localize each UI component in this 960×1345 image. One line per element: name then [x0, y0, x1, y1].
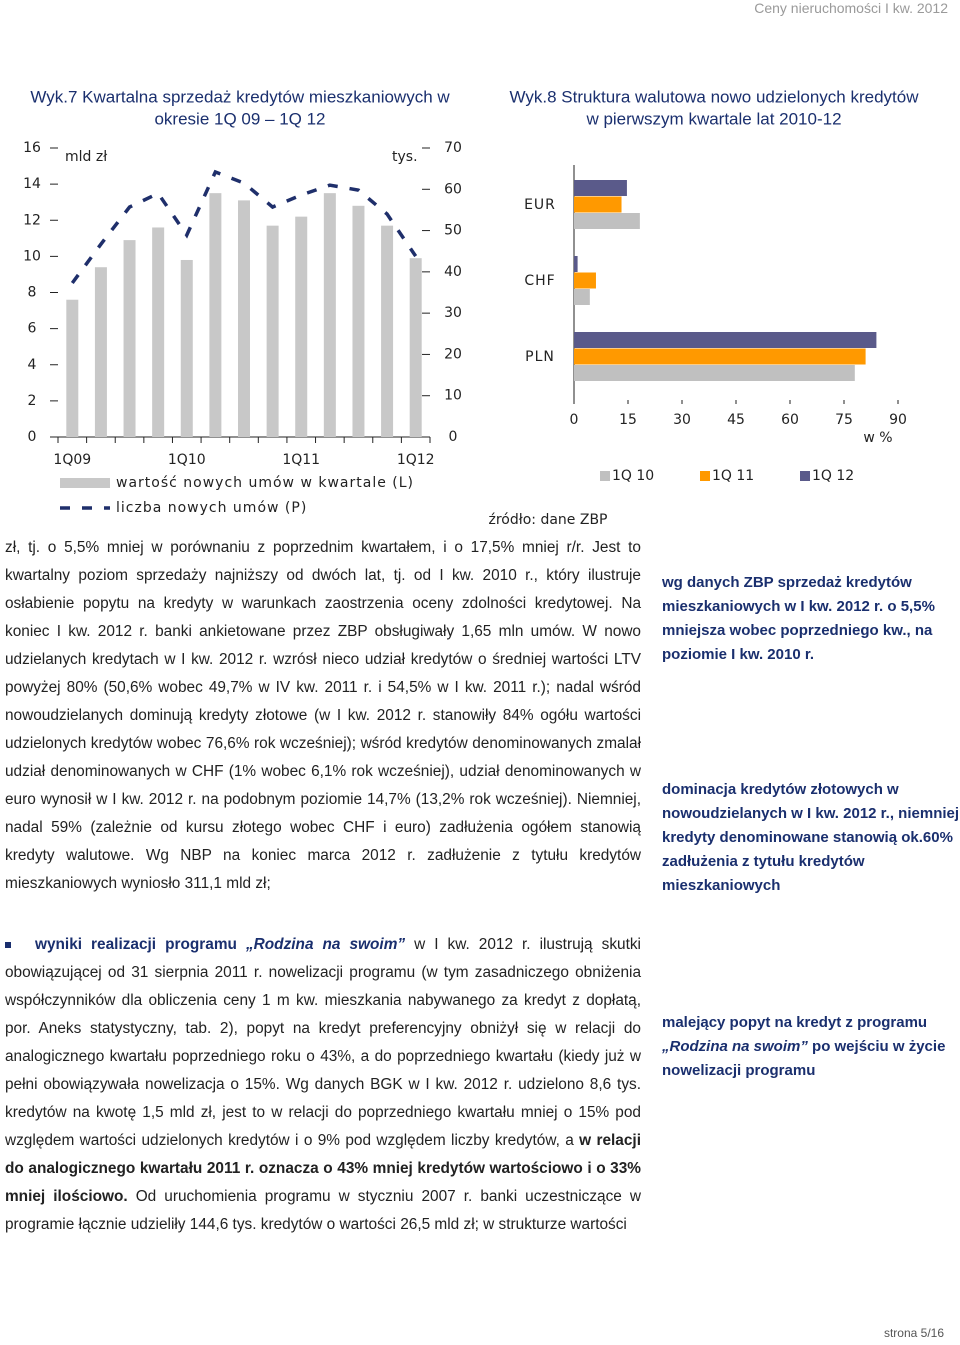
bar — [94, 267, 107, 437]
legend-label: 1Q 10 — [612, 468, 654, 484]
bar — [381, 225, 394, 437]
chart-title: Wyk.7 Kwartalna sprzedaż kredytów mieszk… — [30, 87, 450, 106]
text: po wejściu w życie nowelizacji programu — [662, 1038, 946, 1079]
bar — [295, 216, 308, 437]
bar — [180, 259, 193, 437]
y2-tick-label: 70 — [444, 140, 462, 156]
y2-tick-label: 60 — [444, 181, 462, 197]
charts: Wyk.7 Kwartalna sprzedaż kredytów mieszk… — [23, 87, 920, 528]
bar — [123, 240, 136, 437]
x-tick-label: 1Q10 — [168, 452, 206, 468]
text-bold: wyniki realizacji programu — [35, 936, 246, 953]
legend-swatch — [800, 471, 810, 481]
bar — [238, 200, 250, 437]
legend-swatch — [60, 478, 110, 488]
x-axis-label: w % — [863, 430, 892, 446]
y-tick-label: 12 — [23, 212, 41, 228]
chart-title: w pierwszym kwartale lat 2010-12 — [585, 109, 841, 128]
bullet — [5, 942, 11, 948]
bar — [266, 225, 279, 437]
x-tick-label: 90 — [889, 412, 907, 428]
x-tick-label: 1Q12 — [397, 452, 435, 468]
y-tick-label: EUR — [524, 197, 556, 213]
x-tick-label: 15 — [619, 412, 637, 428]
bar — [574, 180, 627, 196]
y-tick-label: 0 — [28, 429, 37, 445]
line — [70, 169, 418, 285]
bar — [574, 213, 640, 229]
y-tick-label: CHF — [524, 273, 555, 289]
bar — [574, 348, 866, 365]
y-tick-label: 16 — [23, 140, 41, 156]
y2-tick-label: 50 — [444, 223, 462, 239]
y-axis-label: mld zł — [65, 149, 107, 165]
y-tick-label: PLN — [525, 349, 555, 365]
bar — [574, 256, 578, 272]
chart-source: źródło: dane ZBP — [489, 512, 608, 528]
y-tick-label: 4 — [28, 357, 37, 373]
paragraph: wyniki realizacji programu „Rodzina na s… — [5, 931, 641, 1239]
bar — [323, 193, 336, 437]
legend-swatch — [700, 471, 710, 481]
text: Od uruchomienia programu w styczniu 2007… — [5, 1188, 641, 1233]
x-tick-label: 45 — [727, 412, 745, 428]
bar — [209, 193, 222, 437]
bar — [574, 272, 596, 289]
bar — [409, 258, 422, 437]
chart-title: okresie 1Q 09 – 1Q 12 — [154, 109, 325, 128]
bar — [574, 332, 877, 348]
page-footer: strona 5/16 — [883, 1326, 944, 1340]
y-tick-label: 10 — [23, 248, 41, 264]
y2-tick-label: 20 — [444, 346, 462, 362]
x-tick-label: 60 — [781, 412, 799, 428]
y2-tick-label: 0 — [449, 429, 458, 445]
x-tick-label: 75 — [835, 412, 853, 428]
bar — [152, 227, 165, 437]
x-tick-label: 1Q11 — [282, 452, 320, 468]
y2-tick-label: 30 — [444, 305, 462, 321]
legend-label: wartość nowych umów w kwartale (L) — [116, 475, 414, 491]
chart-title: Wyk.8 Struktura walutowa nowo udzielonyc… — [510, 87, 920, 106]
y-tick-label: 6 — [28, 321, 37, 337]
legend-label: liczba nowych umów (P) — [116, 500, 307, 516]
text-bold-italic: „Rodzina na swoim” — [245, 936, 406, 953]
x-tick-label: 1Q09 — [53, 452, 91, 468]
paragraph: zł, tj. o 5,5% mniej w porównaniu z popr… — [5, 539, 641, 892]
page-header: Ceny nieruchomości I kw. 2012 — [754, 0, 948, 16]
text-bold: w relacji do analogicznego kwartału 2011… — [5, 1132, 641, 1205]
legend-label: 1Q 11 — [712, 468, 754, 484]
side-note: wg danych ZBP sprzedaż kredytów mieszkan… — [662, 574, 935, 663]
x-tick-label: 30 — [673, 412, 691, 428]
side-note: malejący popyt na kredyt z programu „Rod… — [662, 1011, 960, 1083]
text: malejący popyt na kredyt z programu — [662, 1014, 928, 1031]
bar — [66, 299, 79, 437]
bar — [574, 196, 622, 213]
legend-swatch — [600, 471, 610, 481]
bar — [574, 365, 855, 381]
y2-tick-label: 40 — [444, 264, 462, 280]
y-tick-label: 2 — [28, 393, 37, 409]
text-italic: „Rodzina na swoim” — [662, 1038, 808, 1055]
y-tick-label: 14 — [23, 176, 41, 192]
bar — [352, 205, 365, 437]
bar — [574, 289, 590, 305]
x-tick-label: 0 — [570, 412, 579, 428]
side-note: dominacja kredytów złotowych w nowoudzie… — [662, 781, 960, 894]
text: w I kw. 2012 r. ilustrują skutki obowiąz… — [5, 936, 641, 1149]
y2-axis-label: tys. — [392, 149, 418, 165]
legend-label: 1Q 12 — [812, 468, 854, 484]
y2-tick-label: 10 — [444, 388, 462, 404]
y-tick-label: 8 — [28, 285, 37, 301]
